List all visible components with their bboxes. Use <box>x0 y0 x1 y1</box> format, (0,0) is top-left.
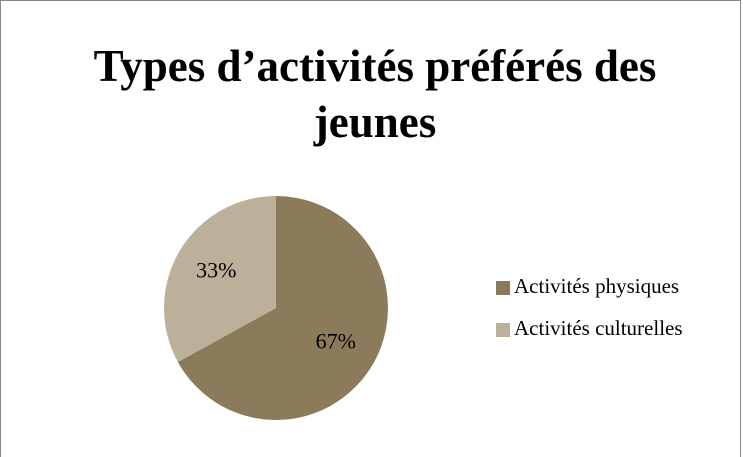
pie-slice <box>177 196 389 420</box>
pie-slice <box>163 196 276 362</box>
data-label: 67% <box>316 328 356 353</box>
chart-title: Types d’activités préférés des jeunes <box>93 41 657 147</box>
legend-swatch <box>496 323 510 337</box>
legend-label: Activités physiques <box>514 274 679 298</box>
legend-label: Activités culturelles <box>514 316 683 340</box>
legend-swatch <box>496 281 510 295</box>
data-label: 33% <box>196 258 236 283</box>
